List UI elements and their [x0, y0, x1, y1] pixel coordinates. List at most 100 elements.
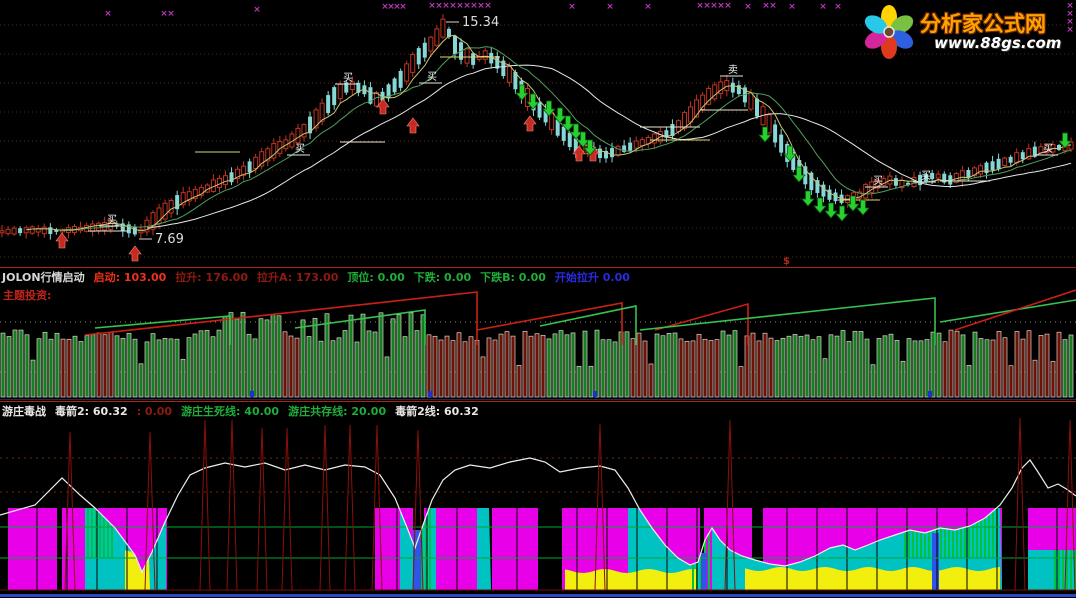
panel-divider-mid-dark: [0, 399, 1076, 400]
main-price-chart[interactable]: × × × × ×××× × × × × × × × × × × × × × × × × × × × × × × × ××××买买买 买卖…: [0, 0, 1076, 268]
theme-bar: [600, 339, 606, 398]
candle-up: [1026, 148, 1032, 160]
theme-bar: [636, 332, 642, 398]
theme-bar: [378, 312, 384, 398]
theme-bar: [918, 340, 924, 398]
theme-bar: [36, 338, 42, 398]
theme-bar: [972, 331, 978, 398]
theme-bar: [558, 330, 564, 398]
theme-bar: [780, 337, 786, 398]
candle-up: [706, 88, 712, 105]
theme-bar: [858, 331, 864, 398]
red-spike: [594, 423, 606, 591]
theme-bar: [120, 338, 126, 398]
indicator-field: 游庄共存线: 20.00: [288, 405, 387, 418]
theme-bar: [60, 338, 66, 398]
theme-indicator-chart[interactable]: [0, 288, 1076, 401]
green-down-arrow: [583, 139, 597, 156]
red-up-arrow: [523, 115, 537, 132]
toxic-arrow-chart[interactable]: [0, 418, 1076, 596]
candle-down: [48, 227, 53, 234]
theme-bar: [870, 364, 876, 398]
red-spike: [412, 429, 424, 591]
candle-down: [791, 152, 796, 170]
magenta-x-mark: ×: [744, 2, 752, 12]
indicator-header-jolon: JOLON行情启动 启动: 103.00 拉升: 176.00 拉升A: 173.00…: [2, 270, 1074, 285]
magenta-x-mark: ×: [834, 2, 842, 12]
theme-bar: [168, 338, 174, 398]
red-up-arrow: [376, 98, 390, 115]
candle-up: [694, 99, 700, 118]
watermark-logo: 分析家公式网 www.88gs.com: [858, 4, 1076, 60]
theme-bar: [402, 336, 408, 398]
candle-up: [682, 112, 688, 129]
candle-down: [229, 172, 234, 183]
theme-bar: [582, 330, 588, 398]
theme-bar: [756, 340, 762, 398]
candle-down: [567, 132, 572, 147]
cyan-zone: [1028, 550, 1076, 590]
yellow-zone: [565, 569, 698, 590]
theme-bar: [882, 335, 888, 398]
candle-down: [126, 224, 131, 234]
theme-bar: [150, 333, 156, 398]
theme-bar: [408, 312, 414, 398]
theme-bar: [738, 366, 744, 398]
theme-bar: [666, 333, 672, 398]
candle-down: [1032, 146, 1037, 157]
candle-up: [863, 183, 869, 199]
theme-diagonal-line: [476, 302, 623, 345]
candle-down: [495, 56, 500, 69]
candle-down: [990, 161, 995, 171]
candle-up: [1014, 152, 1020, 164]
candle-down: [1057, 145, 1061, 150]
theme-bar: [750, 332, 756, 398]
theme-bar: [72, 335, 78, 398]
theme-bar: [456, 332, 462, 398]
candle-down: [622, 145, 627, 152]
theme-bar: [1044, 333, 1050, 398]
candle-up: [11, 227, 17, 235]
candle-down: [809, 172, 814, 191]
theme-bar: [444, 335, 450, 398]
candle-down: [736, 85, 741, 95]
theme-bar: [1068, 334, 1074, 398]
candle-up: [875, 179, 881, 189]
theme-bar: [894, 340, 900, 398]
red-spike: [256, 427, 268, 591]
theme-diagonal-line: [939, 299, 1076, 323]
indicator-name: JOLON行情启动: [2, 271, 85, 284]
theme-bar: [492, 339, 498, 398]
theme-bar: [984, 339, 990, 398]
candle-down: [386, 84, 391, 99]
candle-down: [893, 178, 898, 186]
magenta-x-mark: ×: [456, 1, 464, 11]
theme-bar: [126, 332, 132, 398]
theme-bar: [1032, 359, 1038, 398]
theme-bar: [1014, 331, 1020, 398]
theme-bar: [762, 332, 768, 398]
theme-bar: [966, 365, 972, 398]
candle-up: [482, 50, 488, 60]
theme-bar: [828, 334, 834, 398]
theme-diagonal-line: [654, 302, 749, 345]
price-label: 15.34: [462, 15, 499, 30]
indicator-header-youzhuang: 游庄毒战 毒箭2: 60.32: 0.00 游庄生死线: 40.00 游庄共存线: 2…: [2, 404, 1074, 419]
theme-bar: [810, 339, 816, 398]
theme-bar: [624, 331, 630, 398]
theme-diagonal-line: [84, 291, 478, 345]
candle-down: [537, 101, 542, 118]
candle-up: [180, 192, 186, 206]
candle-down: [924, 174, 929, 182]
candle-down: [815, 180, 820, 193]
candle-up: [192, 188, 198, 199]
theme-bar: [564, 334, 570, 398]
theme-bar: [288, 335, 294, 398]
candle-down: [573, 138, 578, 153]
indicator-field: 下跌B: 0.00: [480, 271, 546, 284]
theme-bar: [24, 334, 30, 398]
theme-bar: [1008, 365, 1014, 398]
panel-divider-mid: [0, 401, 1076, 402]
buy-sell-label: 买: [295, 143, 305, 155]
indicator-field: 拉升: 176.00: [175, 271, 248, 284]
